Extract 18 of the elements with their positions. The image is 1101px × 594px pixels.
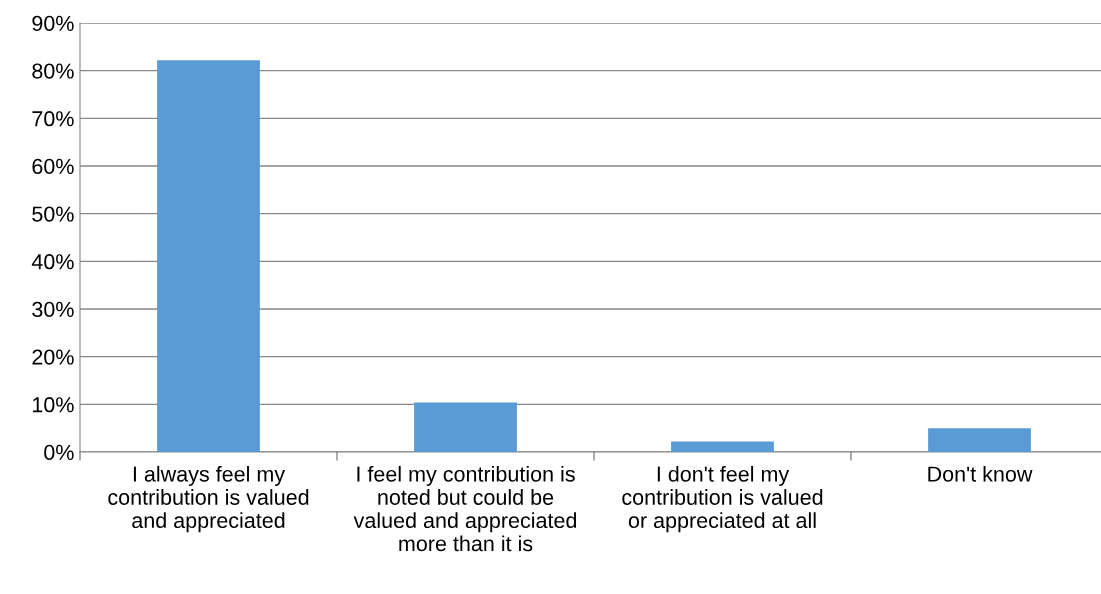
y-tick-label: 70% [32, 111, 74, 127]
bar [414, 402, 517, 452]
y-tick-label: 10% [33, 397, 74, 413]
bar [157, 60, 260, 452]
y-tick-label: 40% [31, 254, 74, 270]
y-tick-label: 90% [32, 15, 74, 32]
x-tick-label: I feel my contribution is noted but could be valued and appreciated more than it is [353, 465, 577, 552]
x-tick-label: I don't feel my contribution is valued or appreciated at all [622, 465, 823, 533]
bar [671, 441, 774, 452]
x-tick-label: Don't know [928, 465, 1033, 482]
y-tick-label: 80% [32, 63, 74, 79]
y-tick-label: 50% [32, 206, 74, 222]
y-tick-label: 20% [32, 349, 74, 365]
y-tick-label: 60% [32, 158, 74, 175]
y-tick-label: 0% [44, 444, 74, 461]
y-tick-label: 30% [32, 301, 74, 318]
x-tick-label: I always feel my contribution is valued and appreciated [108, 465, 309, 533]
bar [928, 428, 1031, 452]
